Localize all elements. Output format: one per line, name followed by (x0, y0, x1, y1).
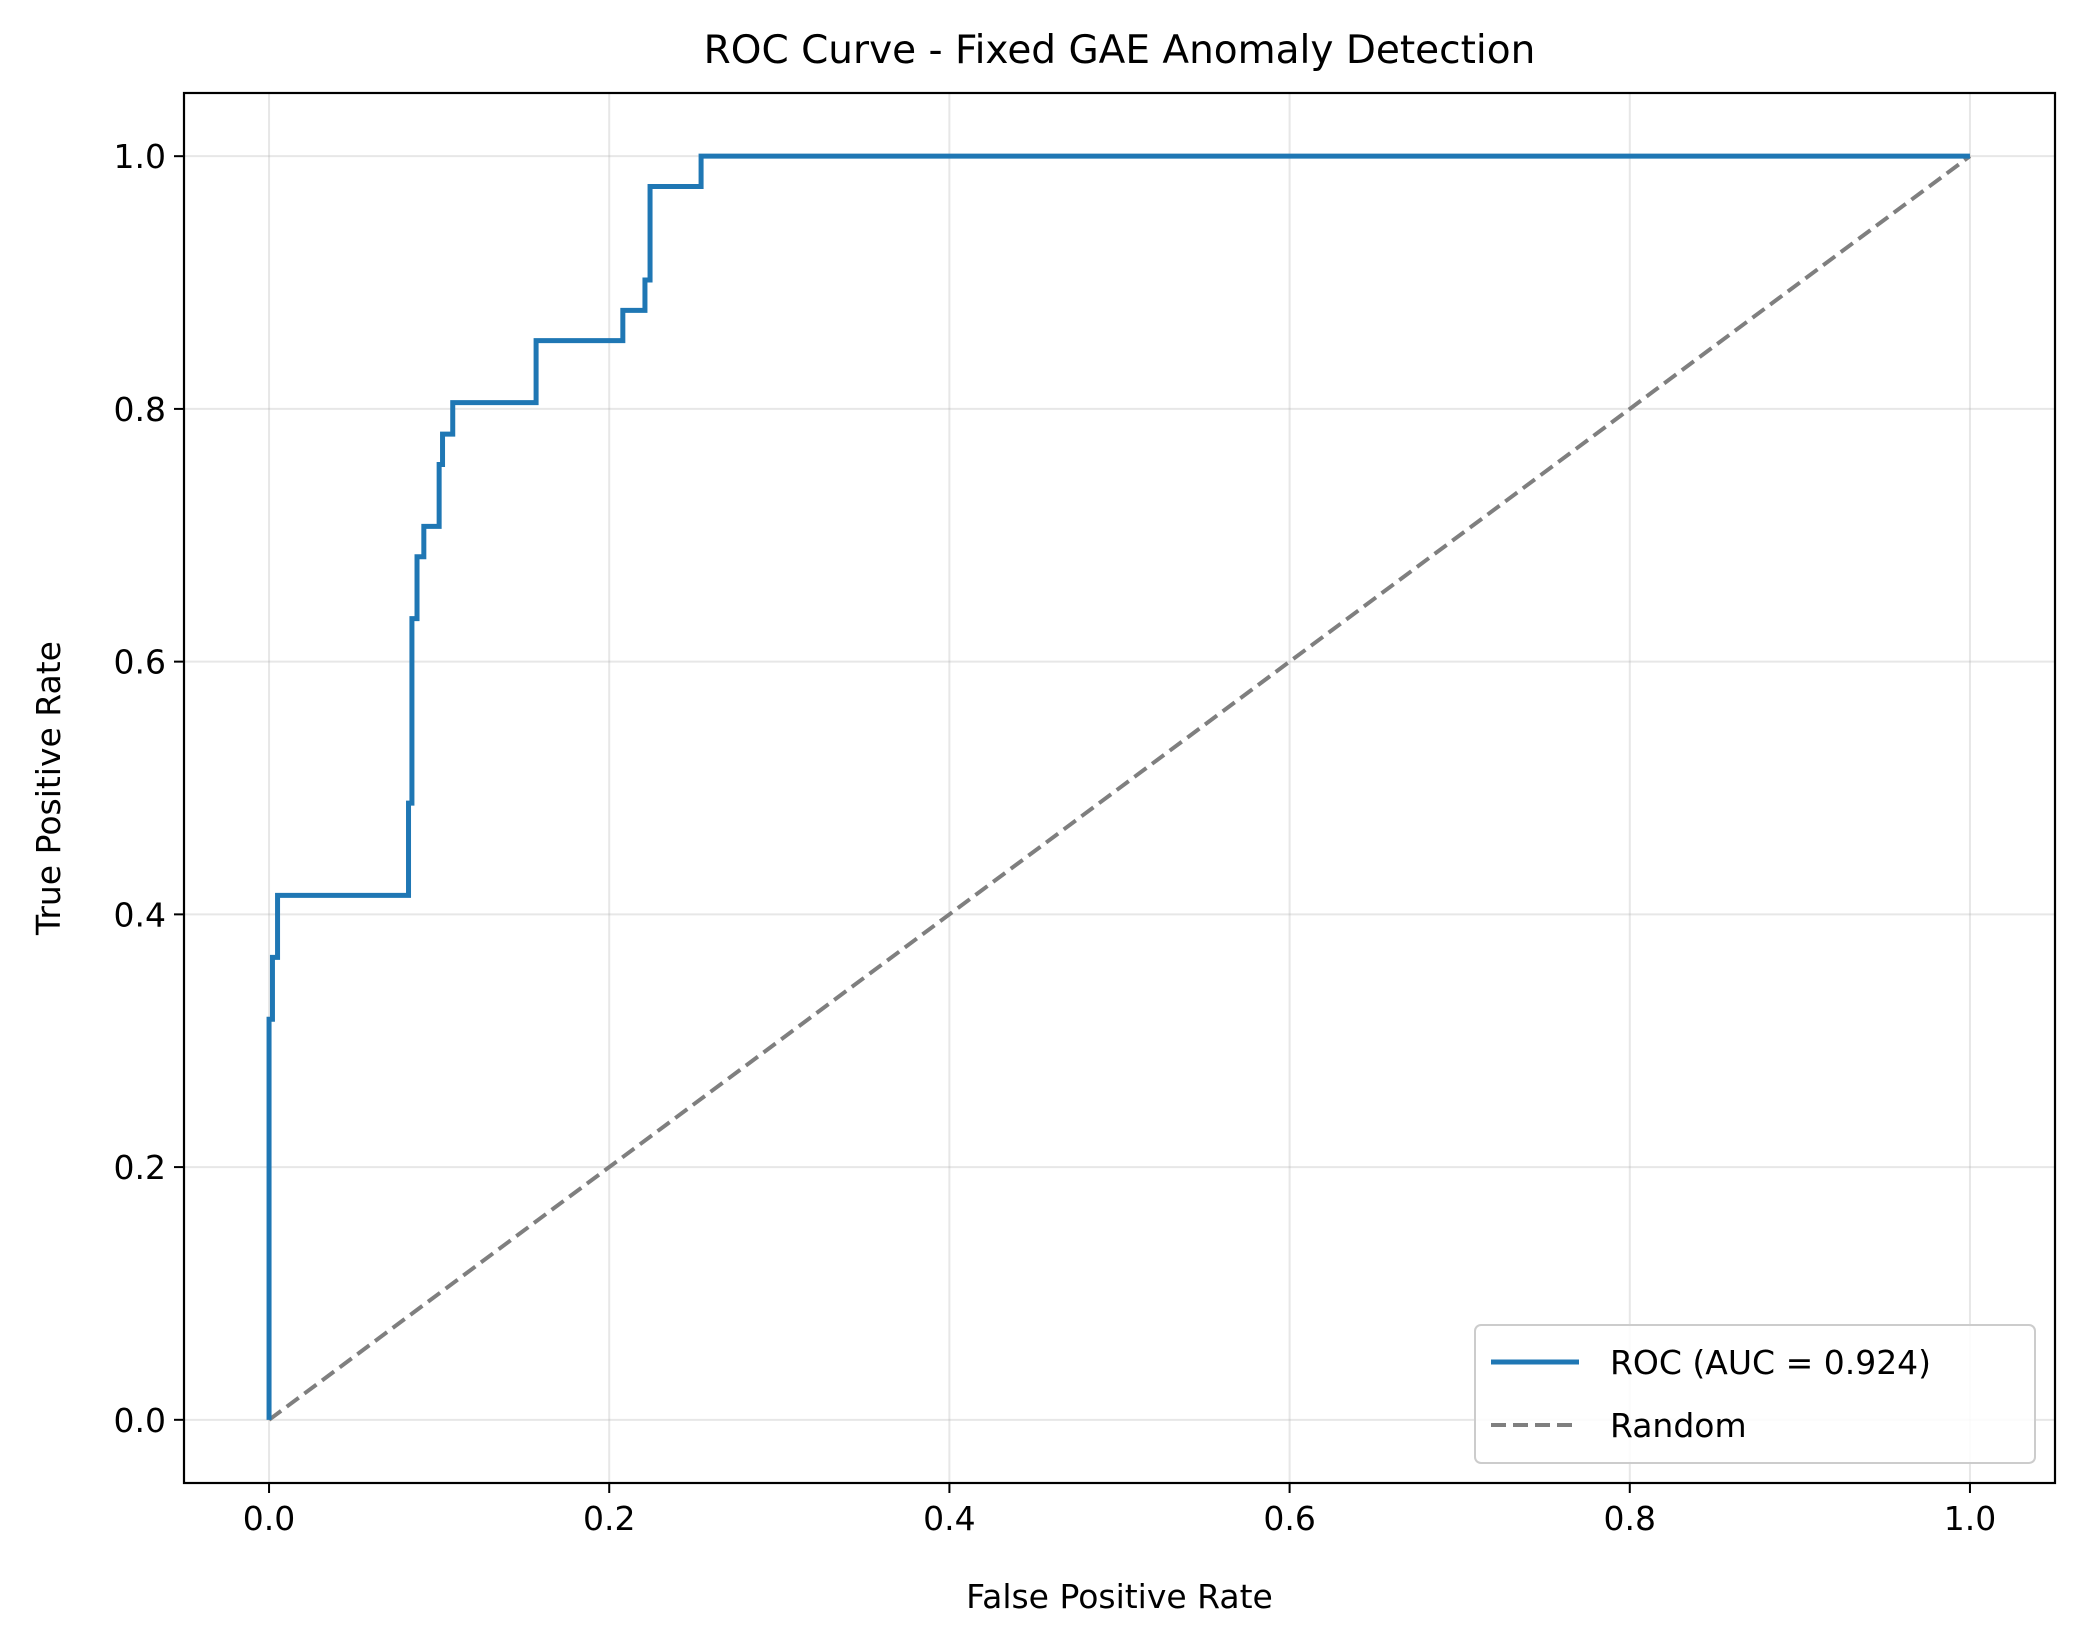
x-tick-label: 0.8 (1604, 1499, 1656, 1538)
y-tick-label: 0.4 (114, 895, 166, 934)
axes-frame (182, 91, 2057, 1485)
chart-title: ROC Curve - Fixed GAE Anomaly Detection (704, 28, 1536, 73)
y-tick-label: 0.6 (114, 643, 166, 682)
legend-box (1474, 1324, 2036, 1464)
x-tick-label: 0.2 (583, 1499, 635, 1538)
y-tick-label: 0.2 (114, 1148, 166, 1187)
y-axis-ticks: 0.0 0.2 0.4 0.6 0.8 1.0 (114, 137, 184, 1440)
y-tick-label: 0.0 (114, 1401, 166, 1440)
x-tick-label: 0.4 (923, 1499, 975, 1538)
y-tick-label: 0.8 (114, 390, 166, 429)
x-tick-label: 0.0 (243, 1499, 295, 1538)
legend-random-label: Random (1610, 1406, 1747, 1445)
roc-curve-line (266, 153, 1970, 1420)
plot-series (266, 153, 1972, 1422)
grid-lines (184, 93, 2055, 1483)
y-axis-label: True Positive Rate (29, 641, 68, 936)
x-axis-ticks: 0.0 0.2 0.4 0.6 0.8 1.0 (243, 1483, 1996, 1538)
legend: ROC (AUC = 0.924) Random (1474, 1324, 2036, 1464)
legend-roc-label: ROC (AUC = 0.924) (1610, 1343, 1931, 1382)
random-baseline-line (267, 154, 1972, 1422)
y-tick-label: 1.0 (114, 137, 166, 176)
x-tick-label: 0.6 (1263, 1499, 1315, 1538)
x-axis-label: False Positive Rate (966, 1577, 1273, 1616)
x-tick-label: 1.0 (1944, 1499, 1996, 1538)
